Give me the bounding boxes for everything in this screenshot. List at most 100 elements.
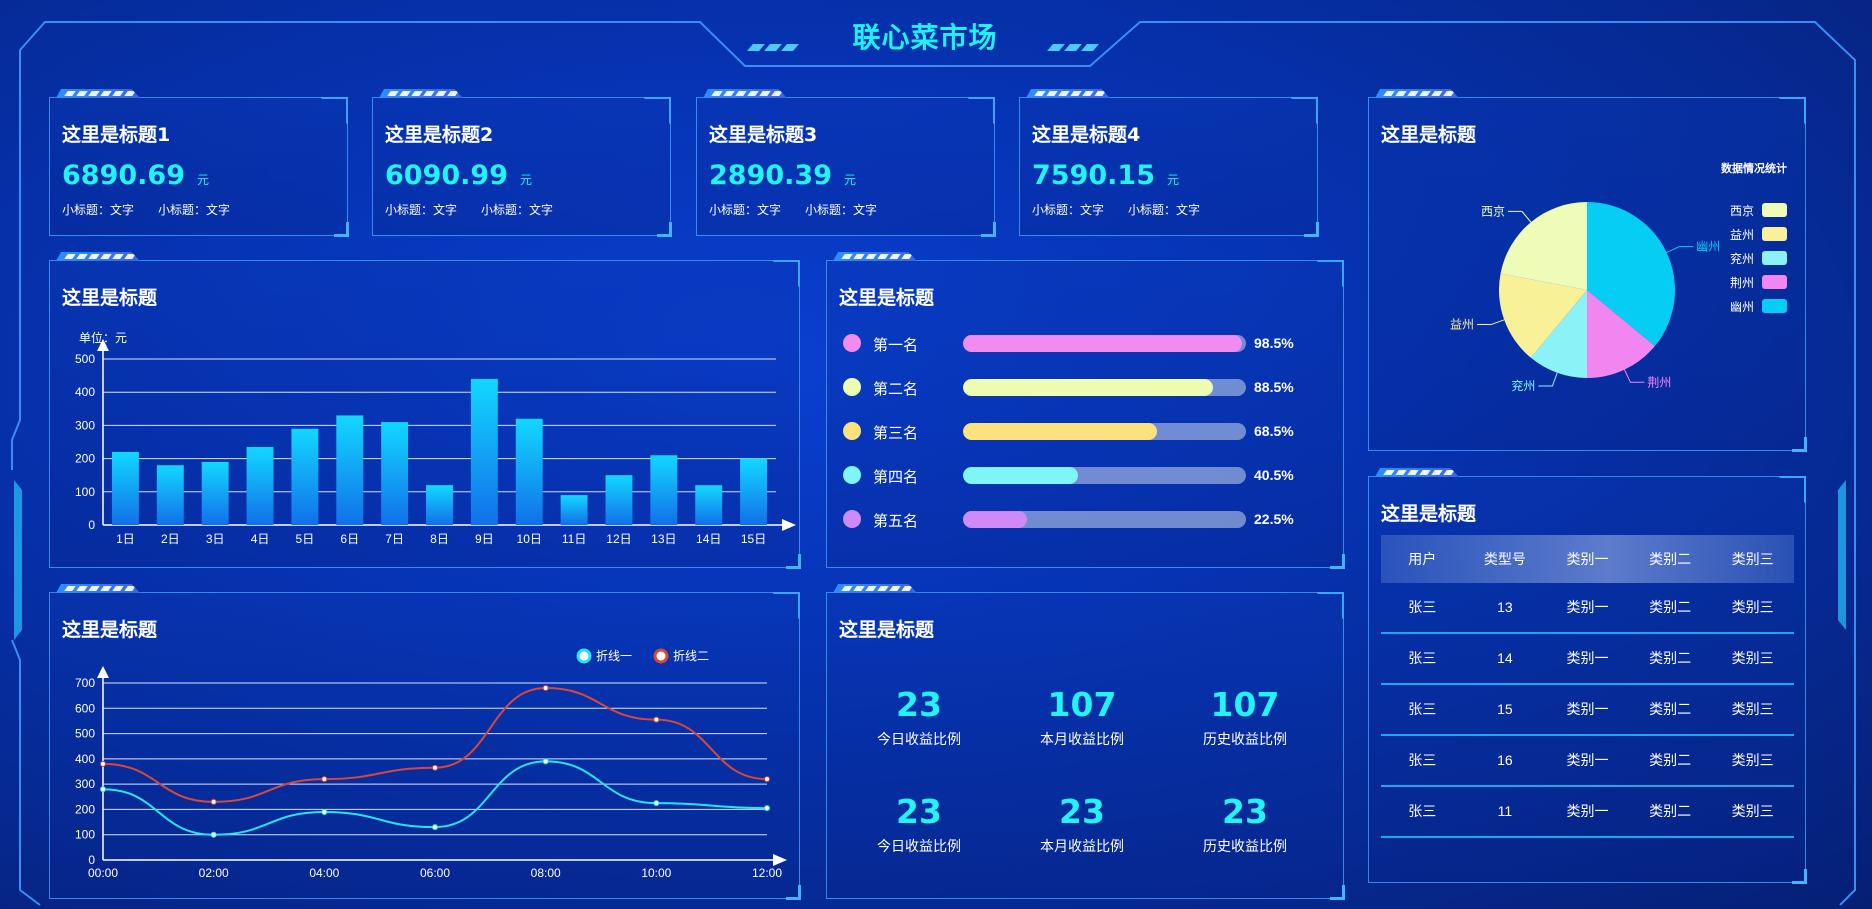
pie-label-line	[1624, 369, 1645, 383]
line-chart: 0 100 200 300 400 500 600 700 00:00 02:00 04:00 06:…	[75, 648, 787, 880]
line-ytick: 300	[75, 777, 95, 791]
line-point	[764, 776, 770, 783]
line-xtick: 00:00	[88, 866, 118, 880]
table-cell: 类别二	[1649, 599, 1692, 615]
bar	[156, 465, 184, 525]
table-cell: 类别一	[1566, 803, 1609, 819]
corner-deco	[1290, 97, 1318, 125]
number-value: 23	[896, 792, 942, 831]
stat-card-value: 2890.39 元	[709, 160, 856, 191]
bar	[291, 428, 319, 525]
corner-deco	[1778, 476, 1806, 504]
stat-card-value: 6890.69 元	[62, 160, 209, 191]
line-point	[100, 786, 106, 793]
rank-fill	[963, 467, 1078, 484]
table-panel-title: 这里是标题	[1381, 503, 1477, 525]
pie-chart-title: 数据情况统计	[1721, 163, 1787, 175]
rank-fill	[963, 511, 1027, 528]
bar-ytick: 0	[88, 518, 95, 532]
stat-card-value: 6090.99 元	[385, 160, 532, 191]
line-ytick: 600	[75, 701, 95, 715]
data-table: 用户 类型号 类别一 类别二 类别三 张三 13 类别一 类别二 类别三 张三 14 类别一 类别二 类别…	[1381, 535, 1794, 838]
stat-card-title: 这里是标题1	[62, 124, 171, 146]
line-ytick: 200	[75, 802, 95, 816]
bar	[650, 455, 678, 525]
line-point	[542, 685, 549, 692]
pie-legend-label: 益州	[1729, 227, 1754, 242]
line-xaxis-arrow	[773, 854, 787, 866]
stat-card-subtitles: 小标题：文字 小标题：文字	[709, 201, 901, 218]
stat-subtitle: 小标题：文字	[709, 203, 782, 217]
bar	[246, 446, 274, 525]
stat-subtitle: 小标题：文字	[62, 203, 135, 217]
bar-xtick: 12日	[606, 532, 631, 546]
pie-label-line	[1538, 372, 1558, 387]
panel-tab-deco	[1375, 89, 1459, 98]
line-xtick: 06:00	[420, 866, 450, 880]
line-point	[210, 798, 217, 805]
stat-card-subtitles: 小标题：文字 小标题：文字	[385, 201, 577, 218]
rank-dot	[843, 334, 861, 352]
line-xtick: 02:00	[199, 866, 229, 880]
line-point	[764, 805, 770, 812]
rank-track	[963, 423, 1246, 440]
rank-row: 第二名 88.5%	[843, 375, 1313, 399]
stat-subtitle: 小标题：文字	[385, 203, 458, 217]
line-point	[210, 831, 217, 838]
panel-tab-deco	[56, 252, 140, 261]
line-xtick: 10:00	[641, 866, 671, 880]
line-point	[432, 764, 438, 771]
table-row: 张三 11 类别一 类别二 类别三	[1381, 787, 1794, 838]
corner-deco	[1316, 260, 1344, 288]
table-cell: 类别三	[1731, 803, 1774, 819]
rank-row: 第四名 40.5%	[843, 463, 1313, 487]
bar	[695, 485, 723, 525]
rank-row: 第三名 68.5%	[843, 419, 1313, 443]
table-cell: 类别二	[1649, 650, 1692, 666]
pie-legend-swatch	[1762, 203, 1787, 217]
stat-unit: 元	[843, 173, 856, 187]
stat-card: 这里是标题4 7590.15 元小标题：文字 小标题：文字	[1019, 89, 1319, 237]
stat-unit: 元	[196, 173, 209, 187]
table-cell: 14	[1497, 650, 1513, 666]
table-cell: 张三	[1408, 752, 1437, 768]
numbers-panel: 这里是标题 23 今日收益比例 107 本月收益比例 107 历史收益比例 23 今日收益比例…	[826, 584, 1345, 900]
stat-card: 这里是标题1 6890.69 元小标题：文字 小标题：文字	[49, 89, 349, 237]
rank-fill	[963, 379, 1214, 396]
stat-card-title: 这里是标题2	[385, 124, 494, 146]
rank-label: 第四名	[873, 469, 919, 486]
corner-deco	[1330, 554, 1345, 569]
stat-card-value: 7590.15 元	[1032, 160, 1179, 191]
bar-ylabel: 单位：元	[79, 330, 127, 345]
line-legend-marker	[653, 648, 669, 664]
rank-label: 第一名	[873, 337, 919, 354]
stat-subtitle: 小标题：文字	[1032, 203, 1105, 217]
rank-dot	[843, 422, 861, 440]
title-left-deco	[745, 38, 805, 51]
number-value: 23	[1222, 792, 1268, 831]
pie-legend-label: 幽州	[1729, 299, 1754, 314]
corner-deco	[643, 97, 671, 125]
rank-track	[963, 379, 1246, 396]
pie-label-line	[1507, 210, 1532, 223]
rank-track	[963, 335, 1246, 352]
line-xtick: 12:00	[752, 866, 782, 880]
pie-label-line	[1477, 319, 1505, 326]
line-point	[653, 716, 660, 723]
pie-legend-swatch	[1762, 251, 1787, 265]
bar	[201, 461, 229, 525]
line-ytick: 700	[75, 676, 95, 690]
pie-slice-label: 西京	[1481, 204, 1505, 218]
stat-card-subtitles: 小标题：文字 小标题：文字	[62, 201, 254, 218]
table-cell: 类别一	[1566, 752, 1609, 768]
pie-legend-swatch	[1762, 275, 1787, 289]
table-cell: 类别三	[1731, 599, 1774, 615]
pie-legend: 西京 益州 兖州 荆州 幽州	[1730, 198, 1787, 318]
line-series	[102, 760, 768, 836]
pie-legend-label: 西京	[1729, 203, 1754, 218]
bar-xtick: 8日	[430, 532, 449, 546]
pie-legend-item: 兖州	[1730, 246, 1787, 270]
rank-percent: 40.5%	[1254, 467, 1294, 483]
number-value: 23	[896, 685, 942, 724]
